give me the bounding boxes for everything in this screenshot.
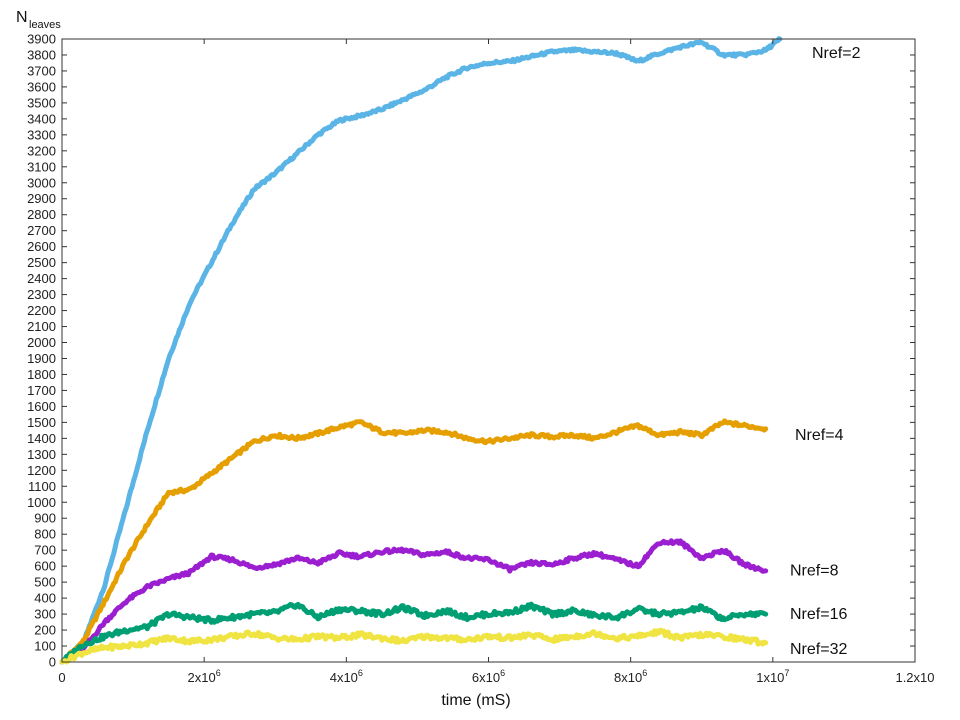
y-tick-label: 3800 [27, 47, 56, 62]
series-line [59, 538, 769, 665]
series-layer [59, 36, 783, 665]
series-label: Nref=2 [812, 45, 861, 62]
y-tick-label: 2600 [27, 239, 56, 254]
y-tick-label: 1400 [27, 431, 56, 446]
y-tick-label: 200 [34, 623, 56, 638]
x-axis-title: time (mS) [441, 692, 510, 709]
y-tick-label: 1700 [27, 383, 56, 398]
y-tick-label: 100 [34, 639, 56, 654]
y-tick-label: 1800 [27, 367, 56, 382]
series-line [59, 601, 769, 665]
y-tick-label: 2700 [27, 223, 56, 238]
x-tick-label: 4x106 [330, 668, 363, 685]
y-tick-label: 3100 [27, 159, 56, 174]
y-tick-label: 3200 [27, 143, 56, 158]
y-tick-label: 400 [34, 591, 56, 606]
y-tick-label: 700 [34, 543, 56, 558]
y-tick-label: 1500 [27, 415, 56, 430]
y-tick-label: 2400 [27, 271, 56, 286]
y-tick-label: 3500 [27, 95, 56, 110]
y-tick-label: 3700 [27, 63, 56, 78]
y-tick-label: 2100 [27, 319, 56, 334]
y-tick-label: 3600 [27, 79, 56, 94]
y-axis-title-main: N [16, 9, 28, 26]
y-tick-label: 900 [34, 511, 56, 526]
series-line [59, 36, 783, 665]
series-label: Nref=16 [790, 606, 847, 623]
y-tick-label: 2800 [27, 207, 56, 222]
y-tick-label: 300 [34, 607, 56, 622]
y-tick-label: 1200 [27, 463, 56, 478]
y-tick-label: 1100 [28, 479, 56, 494]
y-tick-label: 2500 [27, 255, 56, 270]
series-labels: Nref=2 Nref=4 Nref=8 Nref=16 Nref=32 [790, 45, 861, 658]
y-tick-label: 2000 [27, 335, 56, 350]
y-axis-title: N leaves [16, 9, 61, 31]
y-tick-label: 2200 [27, 303, 56, 318]
y-tick-label: 1600 [27, 399, 56, 414]
y-tick-label: 3300 [27, 127, 56, 142]
x-tick-label: 0 [58, 670, 65, 685]
series-line [59, 418, 769, 665]
series-label: Nref=4 [795, 427, 844, 444]
x-tick-label: 1x107 [756, 668, 789, 685]
y-tick-label: 1300 [27, 447, 56, 462]
x-tick-label: 1.2x10 [895, 670, 934, 685]
x-tick-label: 2x106 [188, 668, 221, 685]
y-tick-label: 3000 [27, 175, 56, 190]
y-tick-label: 2900 [27, 191, 56, 206]
series-label: Nref=8 [790, 563, 839, 580]
x-axis: 0 2x106 4x106 6x106 8x106 1x107 1.2x10 [58, 39, 935, 685]
y-tick-label: 3400 [27, 111, 56, 126]
y-tick-label: 600 [34, 559, 56, 574]
y-tick-label: 0 [49, 655, 56, 670]
y-tick-label: 500 [34, 575, 56, 590]
x-tick-label: 8x106 [614, 668, 647, 685]
x-tick-label: 6x106 [472, 668, 505, 685]
y-tick-label: 2300 [27, 287, 56, 302]
y-tick-label: 1000 [27, 495, 56, 510]
series-label: Nref=32 [790, 641, 847, 658]
y-tick-label: 800 [34, 527, 56, 542]
series-line [59, 627, 769, 665]
y-axis-title-sub: leaves [29, 19, 61, 31]
y-tick-label: 1900 [27, 351, 56, 366]
y-axis: 0100200300400500600700800900100011001200… [27, 32, 915, 670]
y-tick-label: 3900 [27, 32, 56, 47]
